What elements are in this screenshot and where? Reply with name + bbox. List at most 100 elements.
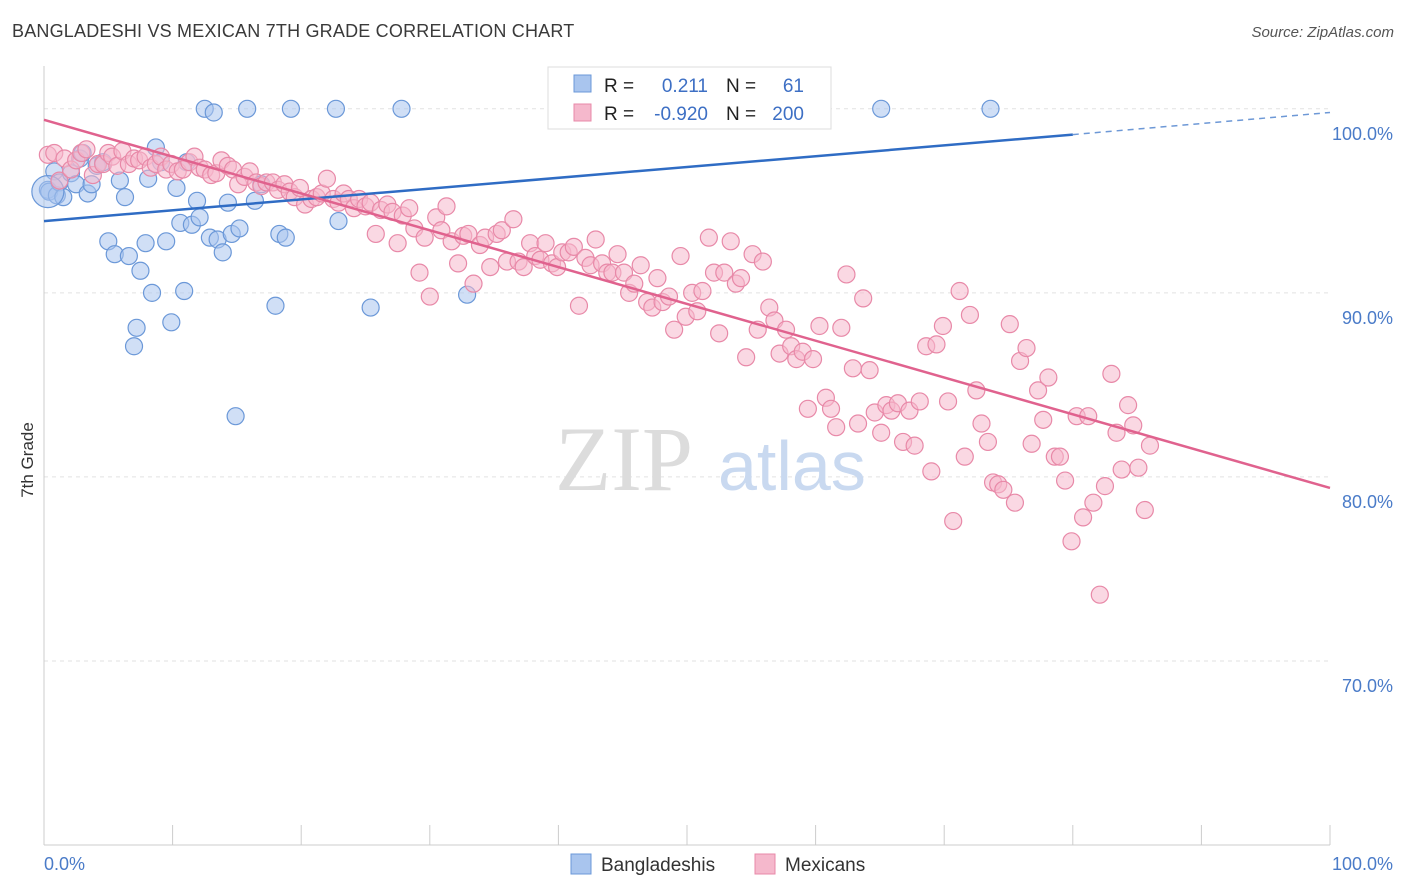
point-mexicans-198: [1135, 500, 1154, 520]
point-mexicans-81: [481, 257, 500, 277]
point-mexicans-87: [514, 257, 533, 277]
point-mexicans-148: [854, 289, 873, 308]
point-mexicans-97: [569, 296, 589, 315]
point-mexicans-140: [810, 316, 829, 336]
point-mexicans-115: [671, 246, 690, 266]
point-mexicans-161: [927, 335, 946, 354]
point-mexicans-126: [731, 269, 751, 288]
x-tick-label-max: 100.0%: [1332, 854, 1393, 874]
point-mexicans-147: [848, 414, 868, 433]
series-legend: Bangladeshis Mexicans: [570, 853, 865, 876]
point-mexicans-173: [994, 480, 1013, 499]
point-bangladeshis-55: [392, 99, 411, 118]
trend-line-bangladeshis-extension: [1072, 111, 1331, 136]
point-mexicans-83: [492, 221, 511, 240]
point-mexicans-180: [1034, 410, 1053, 429]
point-mexicans-170: [978, 432, 998, 452]
point-mexicans-185: [1062, 532, 1081, 551]
point-bangladeshis-18: [119, 246, 138, 266]
point-bangladeshis-45: [238, 99, 257, 118]
point-bangladeshis-29: [167, 178, 186, 198]
point-mexicans-187: [1073, 508, 1093, 527]
point-bangladeshis-40: [213, 243, 232, 262]
point-mexicans-7: [77, 140, 96, 159]
point-bangladeshis-43: [226, 407, 245, 426]
point-bangladeshis-19: [124, 337, 144, 356]
point-mexicans-191: [1095, 477, 1115, 496]
point-mexicans-111: [648, 269, 667, 288]
y-tick-label-3: 70.0%: [1342, 676, 1393, 696]
y-tick-label-0: 100.0%: [1332, 124, 1393, 144]
point-mexicans-64: [388, 234, 407, 253]
point-mexicans-149: [860, 361, 879, 380]
watermark-zip: ZIP: [555, 408, 693, 510]
point-mexicans-165: [950, 281, 969, 301]
point-mexicans-143: [827, 418, 846, 437]
point-mexicans-158: [910, 392, 929, 411]
point-mexicans-119: [693, 281, 712, 301]
point-mexicans-142: [821, 399, 841, 418]
point-mexicans-68: [410, 263, 429, 282]
point-mexicans-130: [753, 252, 772, 271]
point-mexicans-108: [631, 256, 650, 275]
point-bangladeshis-38: [204, 103, 223, 122]
correlation-legend: R = 0.211 N = 61 R = -0.920 N = 200: [547, 66, 832, 130]
chart-title: BANGLADESHI VS MEXICAN 7TH GRADE CORRELA…: [12, 21, 575, 41]
point-bangladeshis-51: [281, 99, 301, 118]
legend-swatch-blue: [573, 74, 592, 93]
point-bangladeshis-24: [142, 283, 162, 302]
point-bangladeshis-53: [329, 211, 348, 231]
point-bangladeshis-41: [218, 193, 237, 212]
legend-swatch-bangladeshis: [570, 853, 592, 875]
watermark-atlas: atlas: [718, 427, 866, 505]
point-mexicans-160: [922, 462, 941, 481]
point-bangladeshis-50: [276, 228, 295, 247]
point-mexicans-166: [955, 447, 974, 466]
legend-swatch-pink: [573, 103, 592, 122]
trend-line-mexicans: [43, 118, 1331, 490]
point-mexicans-167: [960, 305, 980, 325]
point-mexicans-183: [1050, 447, 1070, 466]
point-mexicans-2: [50, 171, 69, 190]
point-mexicans-75: [448, 254, 468, 273]
point-bangladeshis-59: [872, 99, 891, 118]
point-mexicans-169: [972, 414, 991, 433]
point-mexicans-127: [737, 348, 756, 367]
point-mexicans-78: [464, 274, 483, 293]
point-mexicans-177: [1017, 338, 1036, 358]
y-axis-title: 7th Grade: [18, 422, 37, 498]
point-mexicans-174: [1000, 315, 1019, 334]
y-tick-label-1: 90.0%: [1342, 308, 1393, 328]
point-mexicans-51: [317, 169, 337, 188]
point-bangladeshis-28: [162, 313, 181, 332]
point-bangladeshis-48: [266, 296, 285, 315]
point-mexicans-179: [1028, 381, 1048, 400]
y-tick-label-2: 80.0%: [1342, 492, 1393, 512]
watermark: ZIP atlas: [555, 408, 866, 510]
legend-label-bangladeshis: Bangladeshis: [601, 855, 715, 876]
trend-line-bangladeshis: [43, 133, 1073, 223]
point-mexicans-184: [1055, 471, 1075, 490]
point-bangladeshis-21: [131, 261, 150, 280]
legend-box: [547, 66, 832, 130]
point-bangladeshis-31: [175, 281, 194, 301]
point-bangladeshis-20: [127, 318, 146, 337]
point-bangladeshis-27: [157, 232, 176, 251]
point-bangladeshis-16: [110, 171, 129, 190]
point-mexicans-96: [564, 237, 583, 256]
point-mexicans-144: [832, 318, 851, 337]
point-mexicans-85: [504, 210, 523, 229]
point-mexicans-114: [665, 320, 684, 339]
point-bangladeshis-17: [115, 188, 135, 207]
point-mexicans-73: [437, 197, 456, 216]
legend-label-mexicans: Mexicans: [785, 855, 865, 876]
point-bangladeshis-35: [190, 208, 209, 227]
point-mexicans-139: [803, 350, 823, 369]
point-mexicans-192: [1102, 364, 1121, 383]
point-mexicans-151: [872, 423, 891, 442]
point-mexicans-124: [721, 232, 740, 251]
point-bangladeshis-22: [136, 234, 155, 253]
point-mexicans-164: [944, 511, 963, 531]
point-mexicans-190: [1090, 585, 1109, 604]
